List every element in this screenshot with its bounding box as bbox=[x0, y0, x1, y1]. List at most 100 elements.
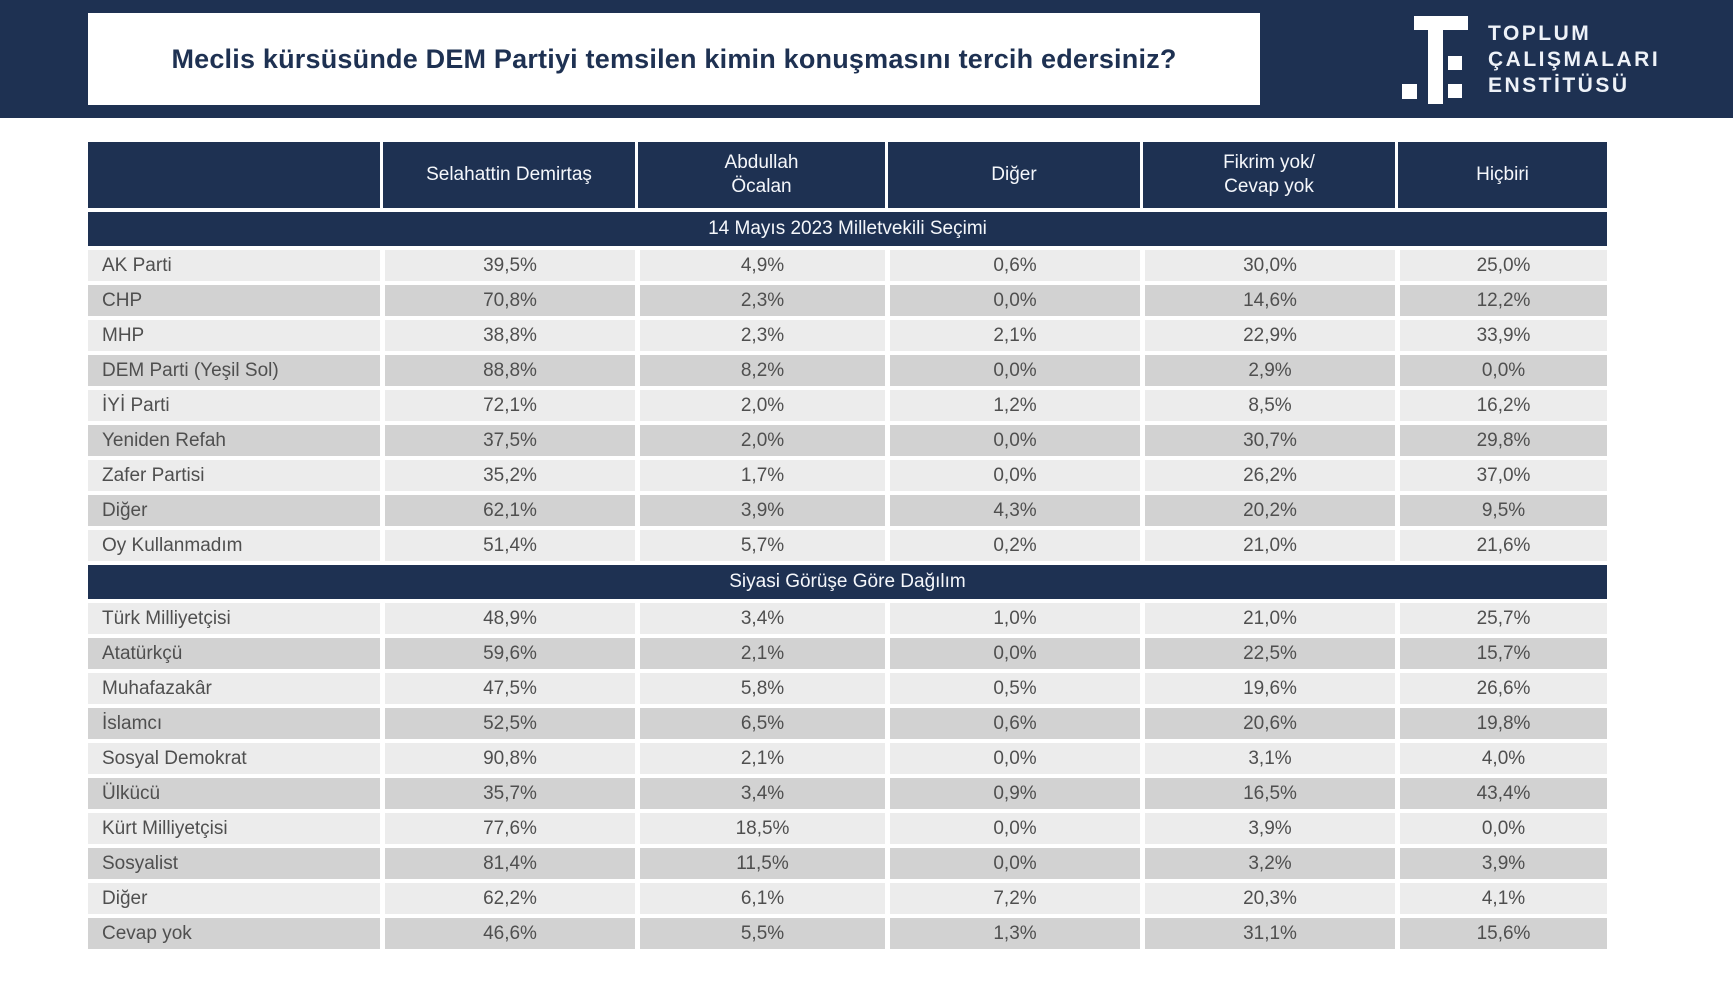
table-row: Zafer Partisi 35,2% 1,7% 0,0% 26,2% 37,0% bbox=[88, 460, 1607, 491]
value-cell: 26,2% bbox=[1140, 460, 1395, 491]
row-label: Yeniden Refah bbox=[88, 425, 380, 456]
value-cell: 3,2% bbox=[1140, 848, 1395, 879]
value-cell: 6,1% bbox=[635, 883, 885, 914]
value-cell: 3,4% bbox=[635, 603, 885, 634]
row-label: Diğer bbox=[88, 883, 380, 914]
row-label: Ülkücü bbox=[88, 778, 380, 809]
table-row: İslamcı 52,5% 6,5% 0,6% 20,6% 19,8% bbox=[88, 708, 1607, 739]
value-cell: 2,0% bbox=[635, 390, 885, 421]
table-body: 14 Mayıs 2023 Milletvekili Seçimi AK Part… bbox=[88, 212, 1607, 949]
row-label: Sosyalist bbox=[88, 848, 380, 879]
value-cell: 11,5% bbox=[635, 848, 885, 879]
value-cell: 35,7% bbox=[380, 778, 635, 809]
table-row: Oy Kullanmadım 51,4% 5,7% 0,2% 21,0% 21,6% bbox=[88, 530, 1607, 561]
table-row: MHP 38,8% 2,3% 2,1% 22,9% 33,9% bbox=[88, 320, 1607, 351]
value-cell: 1,0% bbox=[885, 603, 1140, 634]
column-header: Abdullah Öcalan bbox=[635, 142, 885, 208]
value-cell: 22,5% bbox=[1140, 638, 1395, 669]
table-row: Atatürkçü 59,6% 2,1% 0,0% 22,5% 15,7% bbox=[88, 638, 1607, 669]
institute-logo: TOPLUM ÇALIŞMALARI ENSTİTÜSÜ bbox=[1402, 15, 1660, 105]
value-cell: 88,8% bbox=[380, 355, 635, 386]
column-header: Diğer bbox=[885, 142, 1140, 208]
value-cell: 5,5% bbox=[635, 918, 885, 949]
value-cell: 5,8% bbox=[635, 673, 885, 704]
value-cell: 6,5% bbox=[635, 708, 885, 739]
value-cell: 15,6% bbox=[1395, 918, 1607, 949]
header-row: Selahattin Demirtaş Abdullah Öcalan Diğer F… bbox=[88, 142, 1607, 208]
value-cell: 26,6% bbox=[1395, 673, 1607, 704]
value-cell: 0,0% bbox=[1395, 813, 1607, 844]
value-cell: 0,5% bbox=[885, 673, 1140, 704]
table-row: CHP 70,8% 2,3% 0,0% 14,6% 12,2% bbox=[88, 285, 1607, 316]
value-cell: 77,6% bbox=[380, 813, 635, 844]
value-cell: 0,0% bbox=[885, 848, 1140, 879]
value-cell: 3,4% bbox=[635, 778, 885, 809]
value-cell: 3,1% bbox=[1140, 743, 1395, 774]
row-label: İYİ Parti bbox=[88, 390, 380, 421]
value-cell: 0,0% bbox=[885, 355, 1140, 386]
value-cell: 51,4% bbox=[380, 530, 635, 561]
value-cell: 0,2% bbox=[885, 530, 1140, 561]
value-cell: 1,2% bbox=[885, 390, 1140, 421]
value-cell: 20,6% bbox=[1140, 708, 1395, 739]
value-cell: 2,3% bbox=[635, 320, 885, 351]
value-cell: 30,7% bbox=[1140, 425, 1395, 456]
row-label: Diğer bbox=[88, 495, 380, 526]
table-row: Sosyal Demokrat 90,8% 2,1% 0,0% 3,1% 4,0% bbox=[88, 743, 1607, 774]
value-cell: 0,6% bbox=[885, 708, 1140, 739]
value-cell: 3,9% bbox=[635, 495, 885, 526]
question-title: Meclis kürsüsünde DEM Partiyi temsilen k… bbox=[171, 43, 1177, 74]
ti-monogram-icon bbox=[1402, 16, 1468, 104]
value-cell: 43,4% bbox=[1395, 778, 1607, 809]
institute-name-line1: TOPLUM bbox=[1488, 22, 1592, 45]
value-cell: 19,6% bbox=[1140, 673, 1395, 704]
column-header: Fikrim yok/ Cevap yok bbox=[1140, 142, 1395, 208]
survey-table: Selahattin Demirtaş Abdullah Öcalan Diğer F… bbox=[88, 138, 1607, 953]
question-title-box: Meclis kürsüsünde DEM Partiyi temsilen k… bbox=[88, 13, 1260, 105]
column-header: Hiçbiri bbox=[1395, 142, 1607, 208]
value-cell: 25,0% bbox=[1395, 250, 1607, 281]
value-cell: 37,0% bbox=[1395, 460, 1607, 491]
table-row: Muhafazakâr 47,5% 5,8% 0,5% 19,6% 26,6% bbox=[88, 673, 1607, 704]
value-cell: 62,2% bbox=[380, 883, 635, 914]
section-header: 14 Mayıs 2023 Milletvekili Seçimi bbox=[88, 212, 1607, 246]
value-cell: 47,5% bbox=[380, 673, 635, 704]
table-row: Yeniden Refah 37,5% 2,0% 0,0% 30,7% 29,8% bbox=[88, 425, 1607, 456]
value-cell: 0,0% bbox=[885, 638, 1140, 669]
value-cell: 2,3% bbox=[635, 285, 885, 316]
value-cell: 4,1% bbox=[1395, 883, 1607, 914]
value-cell: 2,1% bbox=[635, 743, 885, 774]
row-label: CHP bbox=[88, 285, 380, 316]
value-cell: 14,6% bbox=[1140, 285, 1395, 316]
row-label: AK Parti bbox=[88, 250, 380, 281]
top-banner: Meclis kürsüsünde DEM Partiyi temsilen k… bbox=[0, 0, 1733, 118]
value-cell: 2,0% bbox=[635, 425, 885, 456]
value-cell: 4,0% bbox=[1395, 743, 1607, 774]
corner-header-cell bbox=[88, 142, 380, 208]
value-cell: 4,9% bbox=[635, 250, 885, 281]
value-cell: 7,2% bbox=[885, 883, 1140, 914]
value-cell: 16,5% bbox=[1140, 778, 1395, 809]
value-cell: 20,2% bbox=[1140, 495, 1395, 526]
value-cell: 0,0% bbox=[885, 285, 1140, 316]
value-cell: 59,6% bbox=[380, 638, 635, 669]
row-label: Zafer Partisi bbox=[88, 460, 380, 491]
value-cell: 1,7% bbox=[635, 460, 885, 491]
table-row: İYİ Parti 72,1% 2,0% 1,2% 8,5% 16,2% bbox=[88, 390, 1607, 421]
table-row: Cevap yok 46,6% 5,5% 1,3% 31,1% 15,6% bbox=[88, 918, 1607, 949]
value-cell: 70,8% bbox=[380, 285, 635, 316]
value-cell: 18,5% bbox=[635, 813, 885, 844]
value-cell: 31,1% bbox=[1140, 918, 1395, 949]
value-cell: 21,0% bbox=[1140, 530, 1395, 561]
value-cell: 5,7% bbox=[635, 530, 885, 561]
value-cell: 4,3% bbox=[885, 495, 1140, 526]
value-cell: 37,5% bbox=[380, 425, 635, 456]
value-cell: 0,0% bbox=[885, 425, 1140, 456]
value-cell: 8,5% bbox=[1140, 390, 1395, 421]
value-cell: 19,8% bbox=[1395, 708, 1607, 739]
value-cell: 30,0% bbox=[1140, 250, 1395, 281]
value-cell: 48,9% bbox=[380, 603, 635, 634]
value-cell: 2,9% bbox=[1140, 355, 1395, 386]
row-label: MHP bbox=[88, 320, 380, 351]
value-cell: 81,4% bbox=[380, 848, 635, 879]
